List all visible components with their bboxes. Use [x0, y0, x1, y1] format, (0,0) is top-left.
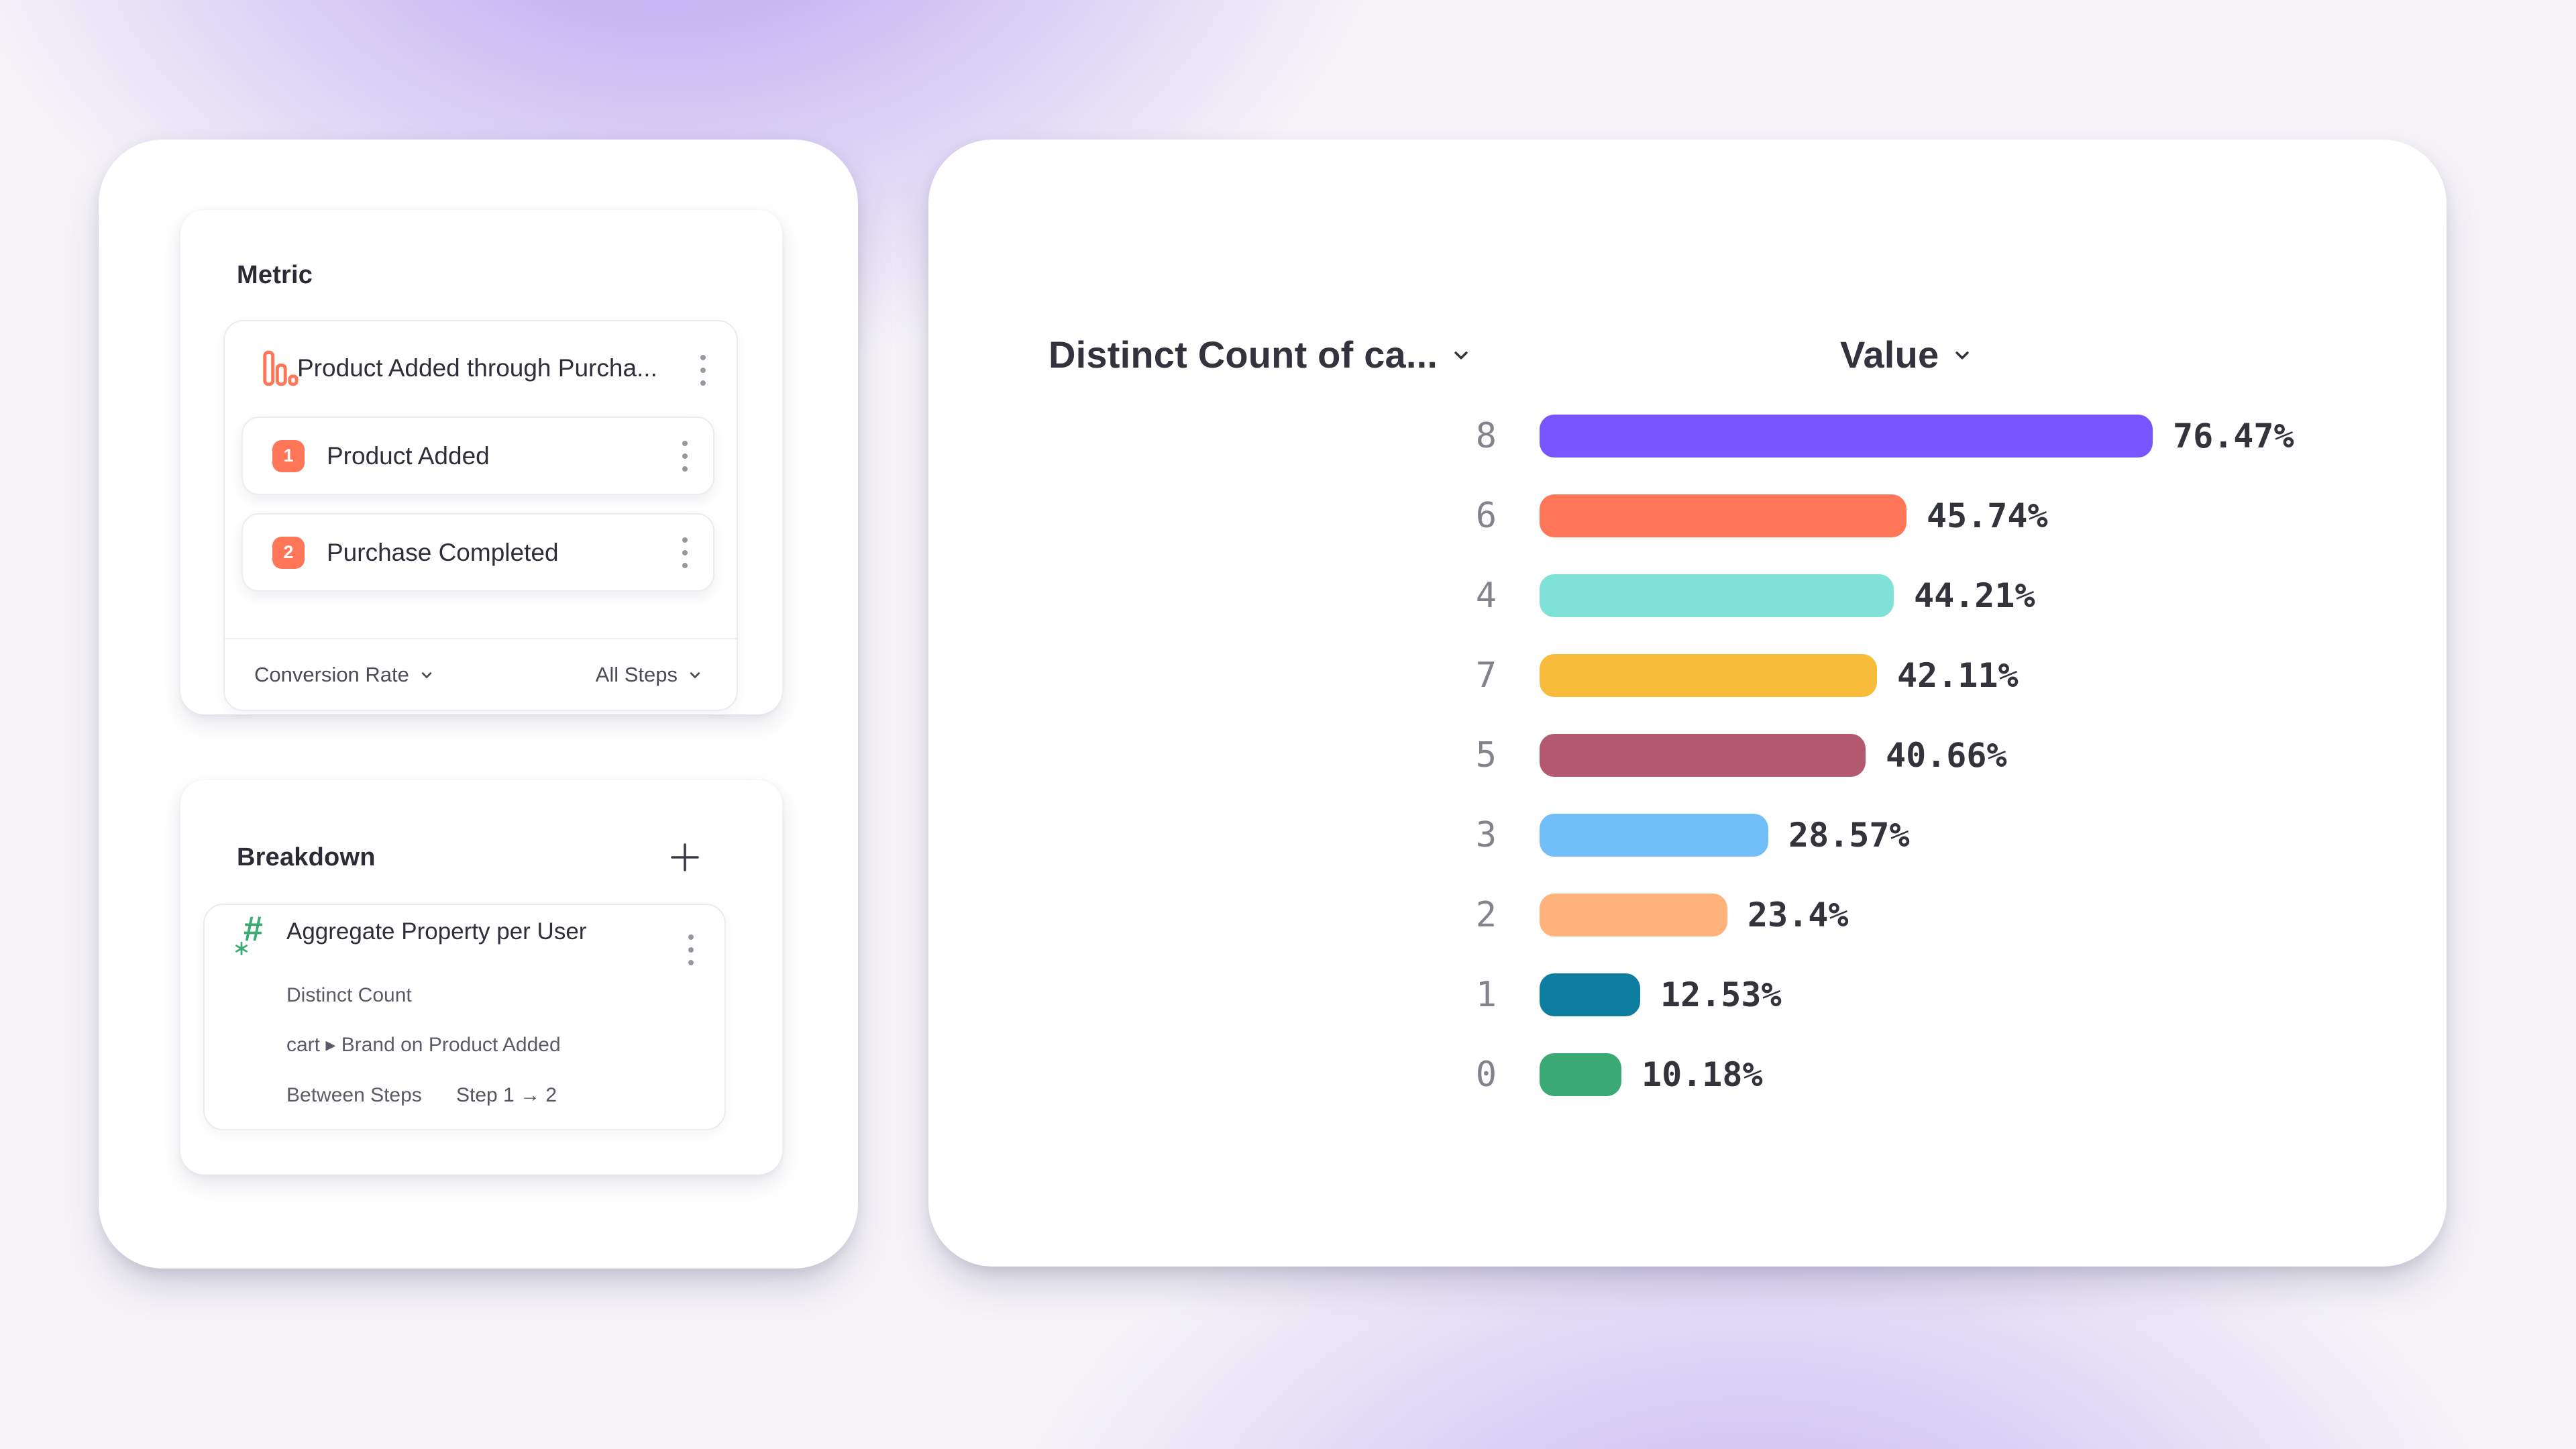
bar-segment[interactable] [1540, 893, 1727, 936]
bar-value-label: 23.4% [1748, 895, 1849, 934]
bar-value-label: 44.21% [1914, 576, 2035, 615]
chart-rows: 8 76.47% 6 45.74% 4 44.21% 7 42.11% 5 40.66% 3 28.5… [928, 396, 2420, 1114]
step-menu-kebab-icon[interactable] [676, 531, 694, 575]
bar-segment[interactable] [1540, 1053, 1621, 1096]
breakdown-section: Breakdown # Aggregate Property per User [180, 780, 782, 1175]
measure-dropdown-label: Conversion Rate [254, 662, 409, 686]
chart-value-header-label: Value [1840, 333, 1939, 376]
query-builder-panel: Metric Product Added through Purcha... 1… [99, 140, 858, 1269]
metric-section: Metric Product Added through Purcha... 1… [180, 210, 782, 714]
metric-section-title: Metric [237, 261, 313, 289]
bar-segment[interactable] [1540, 414, 2153, 458]
bar-segment[interactable] [1540, 653, 1877, 697]
funnel-name: Product Added through Purcha... [297, 354, 657, 382]
chart-row: 0 10.18% [928, 1034, 2420, 1114]
category-label: 0 [1475, 1054, 1497, 1095]
bar-value-label: 10.18% [1642, 1055, 1763, 1094]
bar-value-label: 45.74% [1927, 496, 2048, 535]
category-label: 2 [1475, 894, 1497, 935]
funnel-menu-kebab-icon[interactable] [694, 348, 712, 392]
bar-segment[interactable] [1540, 574, 1894, 617]
category-label: 5 [1475, 735, 1497, 775]
step-label: Purchase Completed [327, 538, 559, 566]
chart-row: 1 12.53% [928, 955, 2420, 1034]
bar-value-label: 76.47% [2173, 416, 2294, 455]
divider [225, 638, 737, 639]
hash-asterisk-icon: # [234, 910, 276, 956]
breakdown-menu-kebab-icon[interactable] [682, 928, 700, 972]
plus-icon[interactable] [667, 839, 703, 875]
bar-segment[interactable] [1540, 813, 1768, 857]
chevron-down-icon [1454, 351, 1468, 359]
chart-panel: Distinct Count of ca... Value 8 76.47% 6 45… [928, 140, 2447, 1267]
step-label: Product Added [327, 441, 490, 470]
chart-row: 8 76.47% [928, 396, 2420, 476]
chart-value-header-dropdown[interactable]: Value [1840, 333, 1975, 376]
breakdown-property-path[interactable]: cart ▸ Brand on Product Added [286, 1034, 561, 1056]
bar-segment[interactable] [1540, 733, 1866, 777]
category-label: 3 [1475, 814, 1497, 855]
chevron-down-icon [421, 672, 432, 678]
funnel-bars-icon [263, 350, 299, 386]
funnel-step-1[interactable]: 1 Product Added [241, 417, 714, 495]
bar-value-label: 42.11% [1897, 655, 2019, 695]
chart-row: 6 45.74% [928, 476, 2420, 555]
funnel-step-2[interactable]: 2 Purchase Completed [241, 513, 714, 592]
bar-value-label: 40.66% [1886, 735, 2007, 775]
bar-value-label: 12.53% [1660, 975, 1782, 1014]
breakdown-between-steps-label: Between Steps [286, 1084, 422, 1106]
steps-scope-dropdown[interactable]: All Steps [596, 663, 704, 687]
category-label: 4 [1475, 575, 1497, 616]
step-number-badge: 2 [272, 536, 305, 569]
chart-row: 4 44.21% [928, 555, 2420, 635]
funnel-footer: Conversion Rate All Steps [225, 639, 737, 710]
funnel-title-row[interactable]: Product Added through Purcha... [225, 321, 737, 415]
funnel-metric-card: Product Added through Purcha... 1 Produc… [223, 320, 738, 711]
bar-segment[interactable] [1540, 494, 1907, 537]
breakdown-section-title: Breakdown [237, 843, 376, 871]
chart-category-header-label: Distinct Count of ca... [1049, 333, 1438, 376]
steps-scope-dropdown-label: All Steps [595, 662, 678, 686]
chart-row: 2 23.4% [928, 875, 2420, 955]
category-label: 8 [1475, 415, 1497, 456]
step-menu-kebab-icon[interactable] [676, 434, 694, 478]
step-number-badge: 1 [272, 439, 305, 472]
chart-row: 7 42.11% [928, 635, 2420, 715]
chart-row: 5 40.66% [928, 715, 2420, 795]
chart-row: 3 28.57% [928, 795, 2420, 875]
chevron-down-icon [1955, 351, 1969, 359]
breakdown-between-steps-value[interactable]: Step 1 → 2 [456, 1084, 557, 1106]
category-label: 1 [1475, 974, 1497, 1015]
category-label: 7 [1475, 655, 1497, 696]
breakdown-property-card: # Aggregate Property per User Distinct C… [203, 904, 726, 1130]
chevron-down-icon [690, 672, 700, 678]
breakdown-aggregation[interactable]: Distinct Count [286, 984, 412, 1006]
measure-dropdown[interactable]: Conversion Rate [254, 663, 436, 687]
chart-category-header-dropdown[interactable]: Distinct Count of ca... [1049, 333, 1474, 376]
bar-value-label: 28.57% [1788, 815, 1910, 855]
breakdown-property-name: Aggregate Property per User [286, 918, 587, 945]
category-label: 6 [1475, 495, 1497, 536]
bar-segment[interactable] [1540, 973, 1640, 1016]
